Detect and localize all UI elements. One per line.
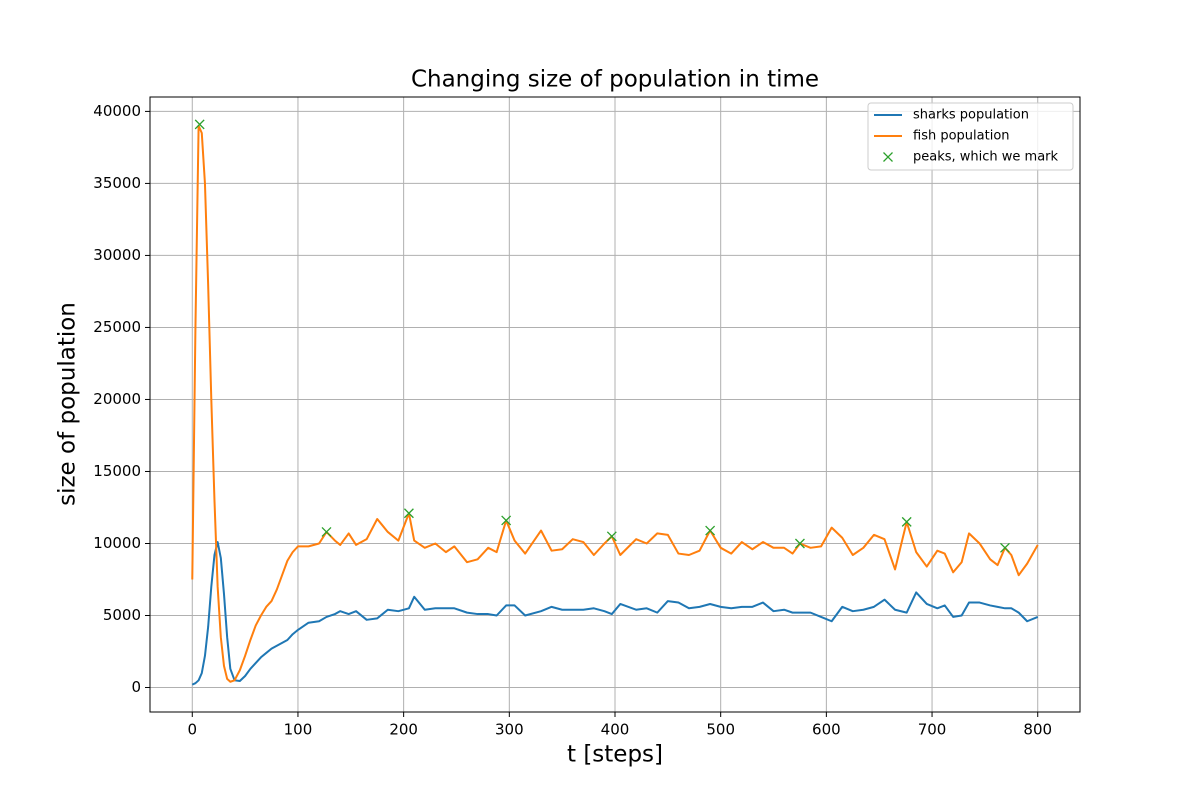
x-tick-label: 600 — [812, 721, 841, 739]
y-tick-label: 30000 — [93, 246, 141, 264]
peak-marker — [794, 538, 805, 549]
legend-label: fish population — [913, 129, 1010, 144]
peak-marker — [705, 525, 716, 536]
chart-title: Changing size of population in time — [411, 67, 819, 93]
legend-box — [867, 102, 1074, 171]
legend-label: sharks population — [913, 108, 1029, 123]
y-tick-label: 25000 — [93, 318, 141, 336]
y-tick-label: 15000 — [93, 462, 141, 480]
peak-marker — [194, 119, 205, 130]
x-axis-label: t [steps] — [567, 742, 663, 768]
x-tick-label: 0 — [187, 721, 197, 739]
series-line — [191, 124, 1039, 683]
y-tick-label: 10000 — [93, 534, 141, 552]
peak-marker — [606, 531, 617, 542]
y-tick-label: 40000 — [93, 102, 141, 120]
peak-marker — [501, 515, 512, 526]
x-tick-label: 400 — [601, 721, 630, 739]
peak-marker — [901, 516, 912, 527]
peak-marker — [321, 527, 332, 537]
y-axis-label: size of population — [55, 302, 81, 506]
plot-frame — [149, 96, 1081, 713]
x-tick-label: 100 — [284, 721, 313, 739]
x-tick-label: 200 — [389, 721, 418, 739]
x-tick-label: 700 — [918, 721, 947, 739]
legend-swatch — [883, 152, 893, 162]
y-tick-label: 0 — [131, 678, 141, 696]
peak-marker — [403, 508, 414, 519]
series-line — [191, 541, 1039, 686]
x-tick-label: 500 — [706, 721, 735, 739]
legend-label: peaks, which we mark — [913, 150, 1059, 165]
y-tick-label: 20000 — [93, 390, 141, 408]
peak-marker — [1000, 542, 1010, 553]
x-tick-label: 800 — [1023, 721, 1052, 739]
x-tick-label: 300 — [495, 721, 524, 739]
y-tick-label: 5000 — [103, 606, 141, 624]
y-tick-label: 35000 — [93, 174, 141, 192]
legend: sharks population fish population peaks, w… — [867, 102, 1074, 171]
